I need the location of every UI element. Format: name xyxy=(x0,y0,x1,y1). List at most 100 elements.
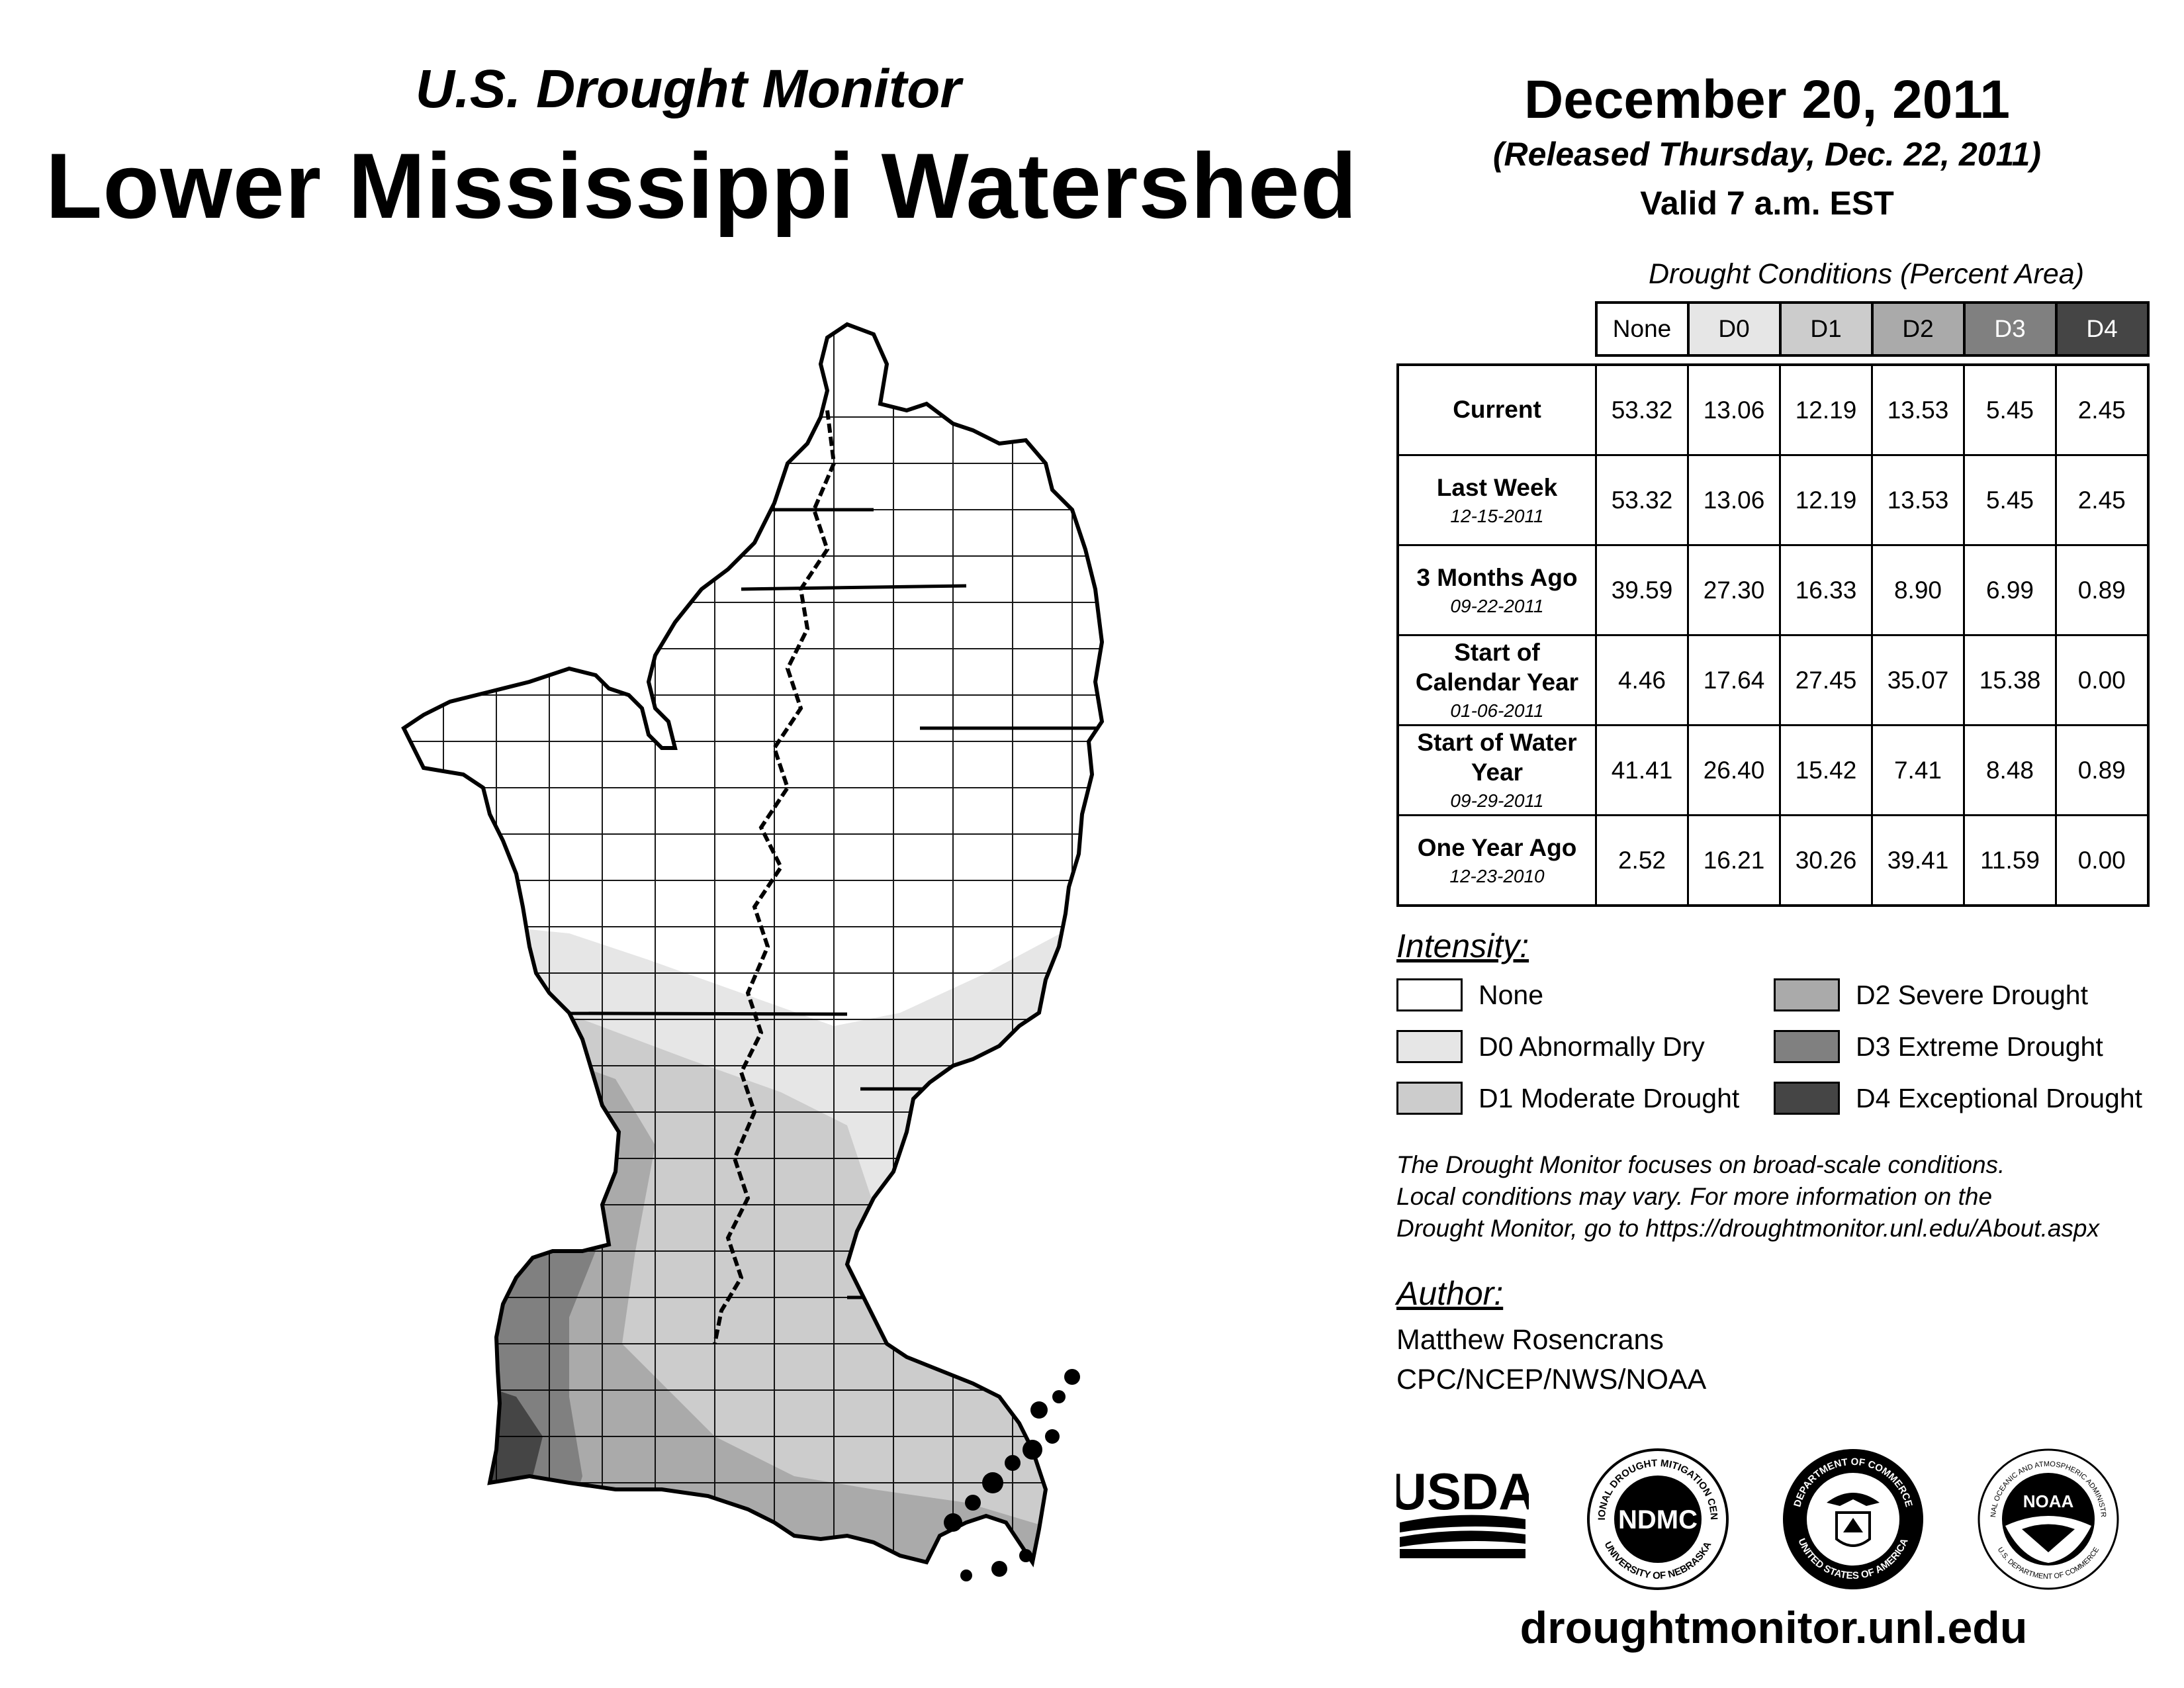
legend-label: D2 Severe Drought xyxy=(1856,979,2088,1010)
row-label: Start of Calendar Year 01-06-2011 xyxy=(1396,634,1597,726)
table-cell: 30.26 xyxy=(1779,814,1873,907)
row-label: Start of Water Year 09-29-2011 xyxy=(1396,724,1597,816)
legend-item: D0 Abnormally Dry xyxy=(1396,1030,1705,1063)
map-title: Lower Mississippi Watershed xyxy=(45,134,1358,238)
table-row: One Year Ago 12-23-2010 2.52 16.21 30.26 39.4… xyxy=(1396,814,2150,907)
note-line: The Drought Monitor focuses on broad-sca… xyxy=(1396,1151,2005,1178)
table-cell: 0.89 xyxy=(2055,724,2150,816)
table-row: 3 Months Ago 09-22-2011 39.59 27.30 16.33 8.9… xyxy=(1396,544,2150,636)
table-cell: 2.45 xyxy=(2055,454,2150,546)
table-cell: 53.32 xyxy=(1595,363,1689,456)
table-row: Start of Calendar Year 01-06-2011 4.46 17.6… xyxy=(1396,634,2150,726)
table-cell: 2.45 xyxy=(2055,363,2150,456)
legend-label: None xyxy=(1479,979,1544,1010)
row-label-text: 3 Months Ago xyxy=(1416,563,1578,591)
table-cell: 8.48 xyxy=(1963,724,2057,816)
table-cell: 0.89 xyxy=(2055,544,2150,636)
legend-item: D2 Severe Drought xyxy=(1774,978,2088,1011)
usda-logo: USDA xyxy=(1396,1463,1529,1558)
table-corner xyxy=(1398,303,1596,355)
table-cell: 5.45 xyxy=(1963,454,2057,546)
legend-swatch xyxy=(1774,978,1840,1011)
row-label-text: Current xyxy=(1453,396,1541,424)
row-date: 01-06-2011 xyxy=(1450,700,1544,722)
legend-item: None xyxy=(1396,978,1543,1011)
table-row: Current 53.32 13.06 12.19 13.53 5.45 2.45 xyxy=(1396,363,2150,456)
table-cell: 16.33 xyxy=(1779,544,1873,636)
table-cell: 16.21 xyxy=(1687,814,1781,907)
author-organization: CPC/NCEP/NWS/NOAA xyxy=(1396,1364,1707,1395)
release-date: (Released Thursday, Dec. 22, 2011) xyxy=(1492,136,2042,173)
legend-item: D1 Moderate Drought xyxy=(1396,1082,1739,1115)
legend-label: D0 Abnormally Dry xyxy=(1479,1031,1705,1062)
row-label-text: Start of Water Year xyxy=(1417,729,1577,786)
row-date: 12-15-2011 xyxy=(1450,505,1544,526)
map-subtitle: U.S. Drought Monitor xyxy=(415,59,962,119)
legend-title: Intensity: xyxy=(1396,927,1529,964)
table-cell: 53.32 xyxy=(1595,454,1689,546)
column-header: D2 xyxy=(1870,301,1966,357)
row-label: One Year Ago 12-23-2010 xyxy=(1396,814,1597,907)
column-header: D3 xyxy=(1962,301,2058,357)
table-cell: 5.45 xyxy=(1963,363,2057,456)
table-cell: 13.53 xyxy=(1871,363,1965,456)
row-label-text: Last Week xyxy=(1436,473,1558,501)
table-cell: 39.59 xyxy=(1595,544,1689,636)
table-cell: 11.59 xyxy=(1963,814,2057,907)
table-row: Last Week 12-15-2011 53.32 13.06 12.19 13.53 5… xyxy=(1396,454,2150,546)
table-cell: 41.41 xyxy=(1595,724,1689,816)
table-cell: 4.46 xyxy=(1595,634,1689,726)
commerce-seal: DEPARTMENT OF COMMERCE UNITED STATES OF … xyxy=(1783,1449,1923,1589)
table-cell: 12.19 xyxy=(1779,363,1873,456)
row-label: Current xyxy=(1396,363,1597,456)
row-label-text: Start of Calendar Year xyxy=(1415,639,1579,696)
table-cell: 2.52 xyxy=(1595,814,1689,907)
noaa-logo: NATIONAL OCEANIC AND ATMOSPHERIC ADMINIS… xyxy=(1976,1446,2119,1590)
table-cell: 27.30 xyxy=(1687,544,1781,636)
table-cell: 15.38 xyxy=(1963,634,2057,726)
website-url[interactable]: droughtmonitor.unl.edu xyxy=(1520,1603,2028,1653)
row-date: 09-29-2011 xyxy=(1450,790,1544,812)
table-cell: 12.19 xyxy=(1779,454,1873,546)
valid-time: Valid 7 a.m. EST xyxy=(1640,185,1894,222)
usda-logo-text: USDA xyxy=(1396,1463,1529,1521)
note-line: Local conditions may vary. For more info… xyxy=(1396,1183,1993,1210)
table-cell: 27.45 xyxy=(1779,634,1873,726)
shield-icon xyxy=(1835,1511,1871,1547)
column-header: D4 xyxy=(2054,301,2150,357)
table-cell: 35.07 xyxy=(1871,634,1965,726)
eagle-icon xyxy=(1827,1493,1880,1506)
table-cell: 15.42 xyxy=(1779,724,1873,816)
legend-swatch xyxy=(1396,978,1463,1011)
table-cell: 0.00 xyxy=(2055,814,2150,907)
map-date: December 20, 2011 xyxy=(1524,70,2010,130)
table-cell: 13.53 xyxy=(1871,454,1965,546)
legend-item: D3 Extreme Drought xyxy=(1774,1030,2103,1063)
noaa-logo-text: NOAA xyxy=(2023,1491,2074,1511)
table-cell: 0.00 xyxy=(2055,634,2150,726)
column-header: D1 xyxy=(1778,301,1874,357)
watershed-map xyxy=(401,322,1105,1581)
table-cell: 26.40 xyxy=(1687,724,1781,816)
legend-item: D4 Exceptional Drought xyxy=(1774,1082,2142,1115)
legend-swatch xyxy=(1774,1082,1840,1115)
author-name: Matthew Rosencrans xyxy=(1396,1324,1664,1356)
table-row: Start of Water Year 09-29-2011 41.41 26.40 1… xyxy=(1396,724,2150,816)
ndmc-logo-text: NDMC xyxy=(1618,1505,1698,1534)
table-cell: 6.99 xyxy=(1963,544,2057,636)
row-date: 09-22-2011 xyxy=(1450,595,1544,616)
table-cell: 8.90 xyxy=(1871,544,1965,636)
row-label: 3 Months Ago 09-22-2011 xyxy=(1396,544,1597,636)
row-date: 12-23-2010 xyxy=(1449,865,1545,886)
table-cell: 7.41 xyxy=(1871,724,1965,816)
legend-swatch xyxy=(1396,1030,1463,1063)
table-cell: 13.06 xyxy=(1687,454,1781,546)
column-header: None xyxy=(1594,301,1690,357)
row-label-text: One Year Ago xyxy=(1417,833,1577,861)
ndmc-logo: NATIONAL DROUGHT MITIGATION CENTER UNIVE… xyxy=(1585,1446,1729,1590)
legend-swatch xyxy=(1774,1030,1840,1063)
table-cell: 17.64 xyxy=(1687,634,1781,726)
gull-icon xyxy=(2022,1524,2075,1552)
legend-label: D3 Extreme Drought xyxy=(1856,1031,2103,1062)
column-header: D0 xyxy=(1686,301,1782,357)
